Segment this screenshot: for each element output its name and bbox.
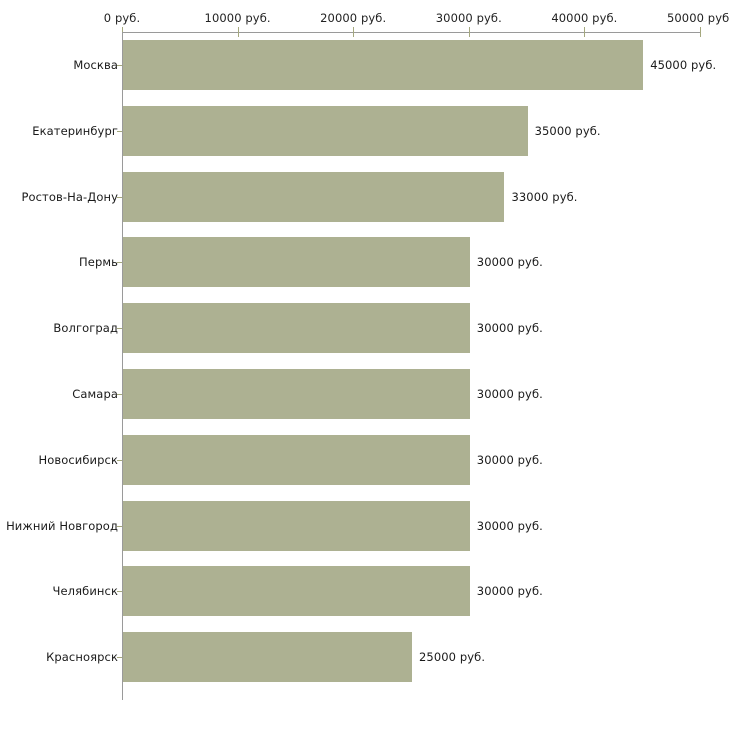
y-axis-category-label: Красноярск: [46, 650, 118, 665]
y-axis-category-label: Пермь: [79, 255, 118, 270]
bar-value-label: 30000 руб.: [476, 255, 543, 270]
y-axis-tick-mark: [117, 460, 122, 461]
y-axis-category-label: Волгоград: [53, 321, 118, 336]
x-axis: 0 руб. 10000 руб. 20000 руб. 30000 руб. 4000…: [0, 0, 730, 37]
y-axis-tick-mark: [117, 65, 122, 66]
y-axis-tick-mark: [117, 328, 122, 329]
y-axis-category-label: Новосибирск: [38, 452, 118, 467]
x-axis-tick-label: 20000 руб.: [320, 11, 387, 25]
x-axis-tick-mark: [700, 27, 701, 37]
y-axis-tick-mark: [117, 591, 122, 592]
bar[interactable]: [123, 237, 470, 288]
y-axis-category-label: Екатеринбург: [32, 123, 118, 138]
y-axis-tick-mark: [117, 131, 122, 132]
y-axis-tick-mark: [117, 526, 122, 527]
y-axis-category-label: Нижний Новгород: [6, 518, 118, 533]
y-axis-category-label: Ростов-На-Дону: [21, 189, 118, 204]
bar-value-label: 25000 руб.: [419, 650, 486, 665]
bar-value-label: 35000 руб.: [534, 123, 601, 138]
y-axis-tick-mark: [117, 197, 122, 198]
bar-value-label: 45000 руб.: [650, 57, 717, 72]
x-axis-tick-label: 30000 руб.: [435, 11, 502, 25]
y-axis-tick-mark: [117, 262, 122, 263]
bar[interactable]: [123, 303, 470, 354]
bar[interactable]: [123, 632, 412, 683]
x-axis-tick-mark: [584, 27, 585, 37]
y-axis-category-label: Самара: [72, 386, 118, 401]
bar[interactable]: [123, 566, 470, 617]
bar-value-label: 30000 руб.: [476, 386, 543, 401]
y-axis-line: [122, 32, 123, 700]
bar[interactable]: [123, 39, 644, 90]
bar[interactable]: [123, 105, 528, 156]
bar[interactable]: [123, 434, 470, 485]
bar-value-label: 30000 руб.: [476, 518, 543, 533]
bar-value-label: 30000 руб.: [476, 321, 543, 336]
bar-value-label: 30000 руб.: [476, 452, 543, 467]
x-axis-tick-label: 10000 руб.: [204, 11, 271, 25]
x-axis-tick-mark: [238, 27, 239, 37]
x-axis-tick-label: 40000 руб.: [551, 11, 618, 25]
bar-value-label: 33000 руб.: [511, 189, 578, 204]
bar-value-label: 30000 руб.: [476, 584, 543, 599]
x-axis-tick-mark: [353, 27, 354, 37]
bar[interactable]: [123, 171, 505, 222]
x-axis-line: [122, 32, 700, 33]
x-axis-tick-label: 0 руб.: [103, 11, 141, 25]
x-axis-tick-mark: [469, 27, 470, 37]
y-axis-tick-mark: [117, 657, 122, 658]
y-axis-tick-mark: [117, 394, 122, 395]
bar[interactable]: [123, 368, 470, 419]
bar[interactable]: [123, 500, 470, 551]
y-axis-category-label: Челябинск: [52, 584, 118, 599]
y-axis-category-label: Москва: [73, 57, 118, 72]
x-axis-tick-label: 50000 руб.: [666, 11, 730, 25]
